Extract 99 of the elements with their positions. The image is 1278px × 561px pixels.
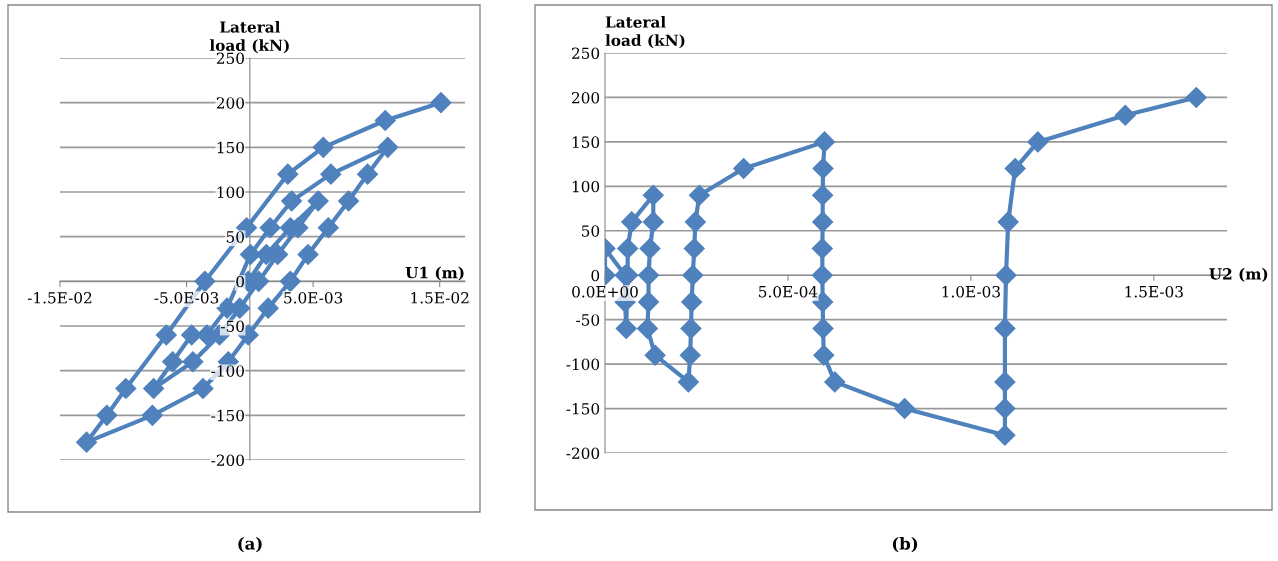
- point: [681, 291, 703, 313]
- point: [182, 351, 204, 373]
- point: [279, 270, 301, 292]
- point: [682, 264, 704, 286]
- y-axis-title: Lateral load (kN): [605, 15, 685, 49]
- point: [257, 297, 279, 319]
- point: [688, 184, 710, 206]
- point: [894, 398, 916, 420]
- y-tick-label: 250: [216, 52, 244, 65]
- point: [377, 136, 399, 158]
- point: [281, 190, 303, 212]
- text: (b): [892, 536, 918, 553]
- point: [639, 238, 661, 260]
- point: [813, 344, 835, 366]
- point: [679, 344, 701, 366]
- point: [994, 318, 1016, 340]
- point: [994, 371, 1016, 393]
- y-tick-label: 150: [572, 136, 600, 148]
- point: [338, 190, 360, 212]
- x-tick-label: 1.5E-02: [411, 292, 469, 304]
- point: [812, 318, 834, 340]
- point: [1027, 131, 1049, 153]
- point: [995, 264, 1017, 286]
- point: [96, 404, 118, 426]
- y-tick-label: 200: [216, 97, 244, 109]
- point: [680, 318, 702, 340]
- x-axis-title: U1 (m): [405, 266, 464, 281]
- point: [259, 217, 281, 239]
- point: [994, 398, 1016, 420]
- point: [814, 131, 836, 153]
- point: [621, 211, 643, 233]
- point: [155, 324, 177, 346]
- text: (a): [238, 536, 262, 553]
- point: [141, 404, 163, 426]
- point: [812, 158, 834, 180]
- y-tick-label: -50: [576, 314, 600, 326]
- y-tick-label: -200: [566, 447, 600, 460]
- point: [642, 211, 664, 233]
- x-tick-label: 1.0E-03: [942, 285, 1000, 298]
- point: [312, 136, 334, 158]
- point: [644, 344, 666, 366]
- y-tick-label: 50: [582, 225, 600, 237]
- y-axis-title: Lateral load (kN): [209, 20, 289, 54]
- point: [430, 92, 452, 114]
- point: [997, 211, 1019, 233]
- point: [239, 244, 261, 266]
- y-tick-label: -150: [211, 409, 244, 422]
- point: [115, 378, 137, 400]
- x-axis-title: U2 (m): [1209, 267, 1268, 282]
- point: [1185, 86, 1207, 108]
- x-tick-label: 0.0E+00: [572, 285, 638, 298]
- point: [638, 291, 660, 313]
- point: [615, 318, 637, 340]
- point: [638, 264, 660, 286]
- y-tick-label: 50: [226, 231, 244, 243]
- point: [143, 378, 165, 400]
- point: [683, 238, 705, 260]
- y-tick-label: -50: [221, 320, 244, 333]
- point: [636, 318, 658, 340]
- x-tick-label: 5.0E-04: [759, 285, 818, 298]
- point: [812, 211, 834, 233]
- point: [1114, 104, 1136, 126]
- point: [162, 351, 184, 373]
- point: [194, 270, 216, 292]
- y-tick-label: 100: [572, 180, 600, 193]
- y-tick-label: 0: [591, 269, 600, 282]
- point: [677, 371, 699, 393]
- y-tick-label: 150: [217, 141, 244, 154]
- point: [811, 264, 833, 286]
- y-tick-label: 200: [572, 91, 600, 104]
- x-tick-label: 1.5E-03: [1125, 285, 1183, 298]
- y-tick-label: -100: [566, 358, 600, 371]
- point: [307, 190, 329, 212]
- point: [642, 184, 664, 206]
- point: [1004, 158, 1026, 180]
- point: [320, 163, 342, 185]
- x-tick-label: -1.5E-02: [27, 292, 92, 304]
- point: [811, 238, 833, 260]
- point: [994, 424, 1016, 446]
- y-tick-label: 250: [572, 47, 600, 60]
- y-tick-label: 0: [236, 275, 244, 288]
- x-tick-label: 5.0E-03: [284, 292, 343, 304]
- point: [733, 158, 755, 180]
- point: [297, 244, 319, 266]
- point: [317, 217, 339, 239]
- point: [76, 431, 98, 453]
- y-tick-label: -200: [211, 454, 244, 467]
- point: [374, 110, 396, 132]
- y-tick-label: -150: [566, 403, 600, 415]
- y-tick-label: 100: [217, 186, 244, 199]
- point: [277, 163, 299, 185]
- point: [684, 211, 706, 233]
- point: [617, 238, 639, 260]
- point: [192, 378, 214, 400]
- point: [824, 371, 846, 393]
- y-tick-label: -100: [211, 365, 244, 377]
- x-tick-label: -5.0E-03: [154, 292, 219, 304]
- point: [812, 184, 834, 206]
- point: [357, 163, 379, 185]
